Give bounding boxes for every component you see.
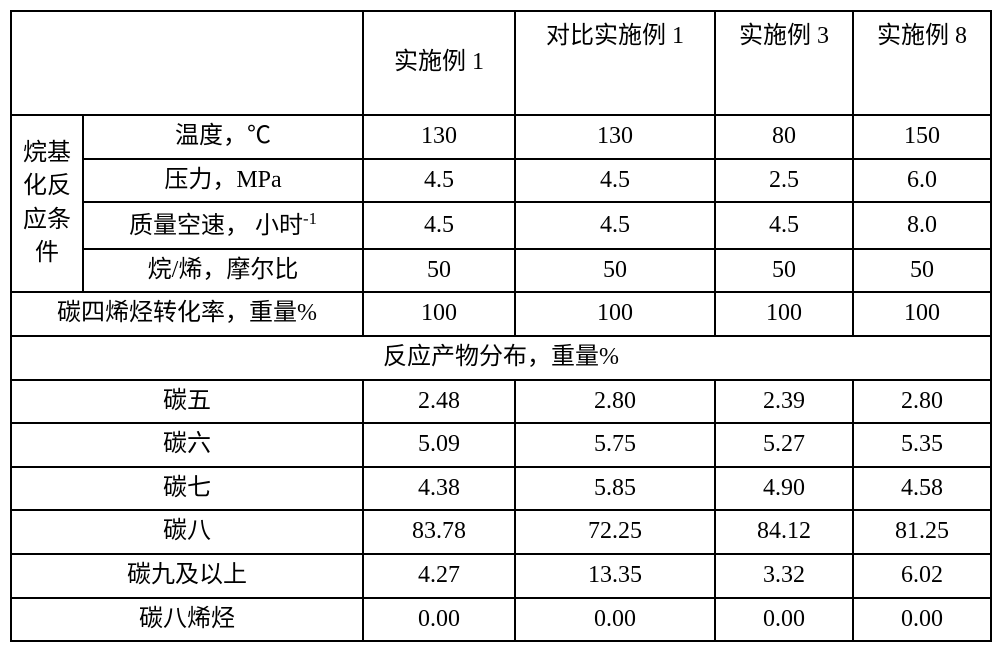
- cell: 100: [363, 292, 515, 336]
- label-conversion: 碳四烯烃转化率，重量%: [11, 292, 363, 336]
- label-c8: 碳八: [11, 510, 363, 554]
- row-ratio: 烷/烯，摩尔比 50 50 50 50: [11, 249, 991, 293]
- header-col-ex3: 实施例 3: [715, 11, 853, 115]
- label-temp: 温度，℃: [83, 115, 363, 159]
- label-c9plus: 碳九及以上: [11, 554, 363, 598]
- cell: 4.5: [515, 159, 715, 203]
- cell: 13.35: [515, 554, 715, 598]
- cell: 0.00: [515, 598, 715, 642]
- label-c5: 碳五: [11, 380, 363, 424]
- cell: 83.78: [363, 510, 515, 554]
- cell: 50: [853, 249, 991, 293]
- cell: 0.00: [715, 598, 853, 642]
- cell: 4.5: [515, 202, 715, 249]
- row-c8: 碳八 83.78 72.25 84.12 81.25: [11, 510, 991, 554]
- label-c7: 碳七: [11, 467, 363, 511]
- row-conversion: 碳四烯烃转化率，重量% 100 100 100 100: [11, 292, 991, 336]
- cell: 150: [853, 115, 991, 159]
- cell: 50: [715, 249, 853, 293]
- cell: 50: [515, 249, 715, 293]
- row-c7: 碳七 4.38 5.85 4.90 4.58: [11, 467, 991, 511]
- cell: 4.5: [363, 159, 515, 203]
- row-c8olefin: 碳八烯烃 0.00 0.00 0.00 0.00: [11, 598, 991, 642]
- label-c6: 碳六: [11, 423, 363, 467]
- cell: 100: [715, 292, 853, 336]
- cell: 84.12: [715, 510, 853, 554]
- cell: 80: [715, 115, 853, 159]
- cell: 72.25: [515, 510, 715, 554]
- cell: 5.85: [515, 467, 715, 511]
- cell: 4.90: [715, 467, 853, 511]
- cell: 2.48: [363, 380, 515, 424]
- cell: 5.35: [853, 423, 991, 467]
- cell: 50: [363, 249, 515, 293]
- row-dist-header: 反应产物分布，重量%: [11, 336, 991, 380]
- cell: 4.38: [363, 467, 515, 511]
- cell: 8.0: [853, 202, 991, 249]
- cell: 5.09: [363, 423, 515, 467]
- label-ratio: 烷/烯，摩尔比: [83, 249, 363, 293]
- header-blank: [11, 11, 363, 115]
- cell: 100: [515, 292, 715, 336]
- header-col-comp1: 对比实施例 1: [515, 11, 715, 115]
- row-c5: 碳五 2.48 2.80 2.39 2.80: [11, 380, 991, 424]
- row-c9plus: 碳九及以上 4.27 13.35 3.32 6.02: [11, 554, 991, 598]
- label-c8olefin: 碳八烯烃: [11, 598, 363, 642]
- cell: 130: [363, 115, 515, 159]
- label-whsv: 质量空速， 小时-1: [83, 202, 363, 249]
- cell: 4.27: [363, 554, 515, 598]
- row-c6: 碳六 5.09 5.75 5.27 5.35: [11, 423, 991, 467]
- cell: 0.00: [853, 598, 991, 642]
- cell: 4.58: [853, 467, 991, 511]
- cell: 2.5: [715, 159, 853, 203]
- cell: 0.00: [363, 598, 515, 642]
- cell: 5.27: [715, 423, 853, 467]
- header-col-ex1: 实施例 1: [363, 11, 515, 115]
- cell: 2.39: [715, 380, 853, 424]
- cell: 130: [515, 115, 715, 159]
- cell: 2.80: [515, 380, 715, 424]
- cell: 81.25: [853, 510, 991, 554]
- cell: 5.75: [515, 423, 715, 467]
- cell: 6.0: [853, 159, 991, 203]
- cell: 4.5: [715, 202, 853, 249]
- row-pressure: 压力，MPa 4.5 4.5 2.5 6.0: [11, 159, 991, 203]
- header-col-ex8: 实施例 8: [853, 11, 991, 115]
- cell: 3.32: [715, 554, 853, 598]
- row-temp: 烷基化反应条件 温度，℃ 130 130 80 150: [11, 115, 991, 159]
- data-table: 实施例 1 对比实施例 1 实施例 3 实施例 8 烷基化反应条件 温度，℃ 1…: [10, 10, 992, 642]
- cell: 6.02: [853, 554, 991, 598]
- cell: 2.80: [853, 380, 991, 424]
- label-pressure: 压力，MPa: [83, 159, 363, 203]
- group-label-conditions: 烷基化反应条件: [11, 115, 83, 292]
- cell: 4.5: [363, 202, 515, 249]
- cell: 100: [853, 292, 991, 336]
- table-header-row: 实施例 1 对比实施例 1 实施例 3 实施例 8: [11, 11, 991, 115]
- label-dist-header: 反应产物分布，重量%: [11, 336, 991, 380]
- row-whsv: 质量空速， 小时-1 4.5 4.5 4.5 8.0: [11, 202, 991, 249]
